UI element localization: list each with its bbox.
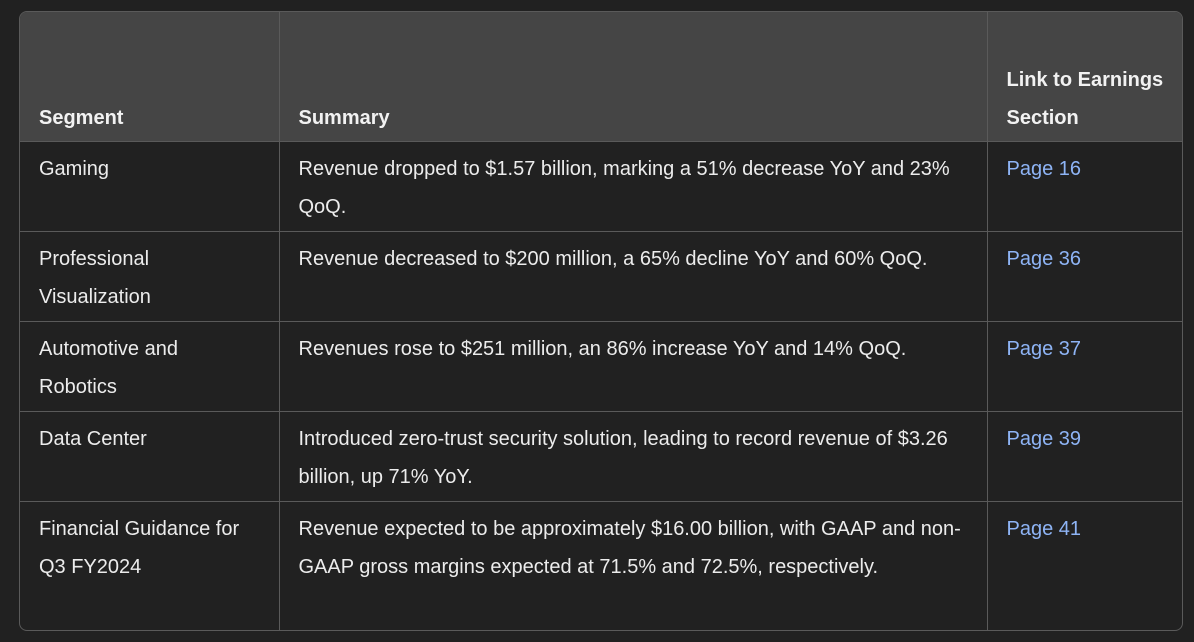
segment-cell: Data Center	[20, 410, 280, 502]
earnings-page-link[interactable]: Page 36	[1006, 247, 1082, 270]
summary-cell: Introduced zero-trust security solution,…	[278, 410, 988, 502]
table-row: Automotive and Robotics Revenues rose to…	[20, 320, 1182, 412]
table-row: Gaming Revenue dropped to $1.57 billion,…	[20, 140, 1182, 232]
summary-cell: Revenue dropped to $1.57 billion, markin…	[278, 140, 988, 232]
header-link: Link to Earnings Section	[986, 12, 1182, 142]
table-row: Professional Visualization Revenue decre…	[20, 230, 1182, 322]
segment-cell: Financial Guidance for Q3 FY2024	[20, 500, 280, 630]
header-summary: Summary	[278, 12, 988, 142]
header-segment: Segment	[20, 12, 280, 142]
summary-cell: Revenue expected to be approximately $16…	[278, 500, 988, 630]
earnings-page-link[interactable]: Page 37	[1006, 337, 1082, 360]
table-row: Data Center Introduced zero-trust securi…	[20, 410, 1182, 502]
segment-cell: Automotive and Robotics	[20, 320, 280, 412]
earnings-page-link[interactable]: Page 39	[1006, 427, 1082, 450]
table-row: Financial Guidance for Q3 FY2024 Revenue…	[20, 500, 1182, 630]
table-header-row: Segment Summary Link to Earnings Section	[20, 12, 1182, 142]
link-cell: Page 39	[986, 410, 1182, 502]
link-cell: Page 41	[986, 500, 1182, 630]
summary-cell: Revenues rose to $251 million, an 86% in…	[278, 320, 988, 412]
earnings-summary-table: Segment Summary Link to Earnings Section…	[19, 11, 1183, 631]
summary-cell: Revenue decreased to $200 million, a 65%…	[278, 230, 988, 322]
segment-cell: Gaming	[20, 140, 280, 232]
segment-cell: Professional Visualization	[20, 230, 280, 322]
link-cell: Page 36	[986, 230, 1182, 322]
earnings-page-link[interactable]: Page 16	[1006, 157, 1082, 180]
table: Segment Summary Link to Earnings Section…	[20, 12, 1182, 630]
link-cell: Page 37	[986, 320, 1182, 412]
earnings-page-link[interactable]: Page 41	[1006, 517, 1082, 540]
link-cell: Page 16	[986, 140, 1182, 232]
